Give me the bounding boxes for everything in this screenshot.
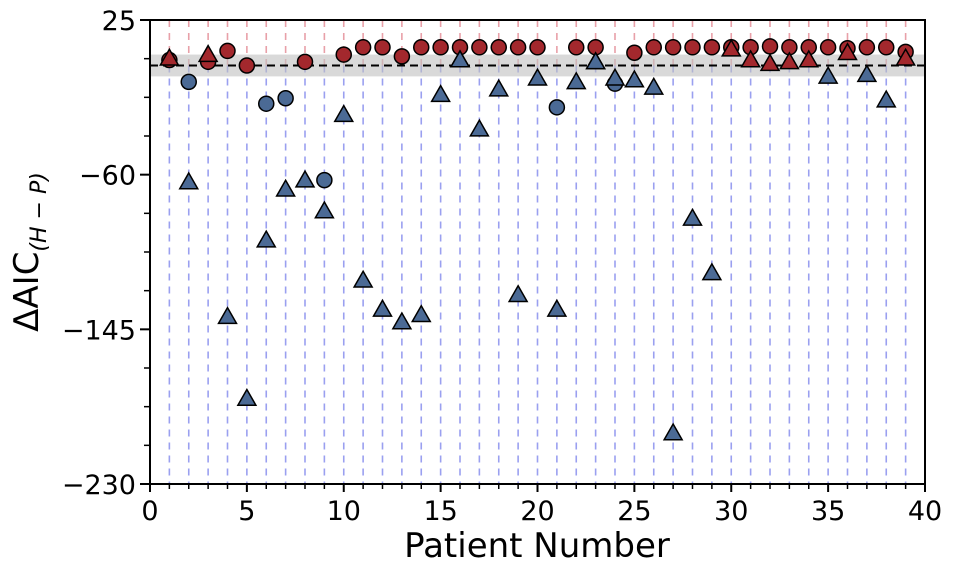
circle-point <box>858 39 876 56</box>
triangle-point <box>294 169 316 188</box>
circle-point <box>180 73 197 91</box>
x-tick-label: 25 <box>617 496 651 527</box>
triangle-point <box>197 44 219 63</box>
circle-point <box>529 39 546 56</box>
y-axis-label: ΔAIC(H − P) <box>7 172 52 332</box>
triangle-point <box>352 269 374 288</box>
triangle-point <box>682 207 703 226</box>
triangle-point <box>314 200 335 219</box>
circle-point <box>316 171 333 189</box>
triangle-point <box>817 65 839 84</box>
x-tick-label: 30 <box>714 496 748 527</box>
triangle-point <box>604 67 626 86</box>
data-points <box>159 38 916 441</box>
circle-point <box>490 39 507 56</box>
circle-point <box>878 39 895 56</box>
circle-point <box>509 39 527 56</box>
circle-point <box>664 39 682 56</box>
triangle-point <box>720 38 742 57</box>
circle-point <box>335 46 352 63</box>
triangle-point <box>275 178 296 197</box>
circle-point <box>296 53 314 71</box>
circle-point <box>432 39 449 56</box>
y-tick-label: −230 <box>62 470 136 501</box>
circle-point <box>238 57 256 74</box>
circle-point <box>413 39 430 56</box>
circle-point <box>568 39 585 56</box>
circle-point <box>548 99 566 116</box>
triangle-point <box>372 298 393 317</box>
x-tick-label: 15 <box>423 496 457 527</box>
triangle-point <box>507 284 529 303</box>
x-tick-label: 0 <box>141 496 158 527</box>
x-tick-label: 5 <box>238 496 255 527</box>
y-axis-label-group: ΔAIC(H − P) <box>7 172 52 332</box>
triangle-point <box>430 84 451 103</box>
x-tick-label: 40 <box>908 496 942 527</box>
triangle-point <box>178 171 200 190</box>
y-axis-label-main: ΔAIC <box>7 252 47 332</box>
y-tick-label: −60 <box>79 161 136 192</box>
triangle-point <box>837 42 858 61</box>
triangle-point <box>469 118 490 137</box>
circle-point <box>645 39 662 56</box>
x-tick-label: 35 <box>811 496 845 527</box>
x-axis-label: Patient Number <box>404 526 670 566</box>
triangle-point <box>546 298 568 317</box>
circle-point <box>703 39 721 56</box>
circle-point <box>374 39 391 56</box>
triangle-point <box>449 49 471 68</box>
triangle-point <box>527 67 548 86</box>
triangle-point <box>333 104 355 123</box>
tick-labels: 0 5 10 15 20 25 30 35 40 −230 −145 −60 25 <box>62 6 942 527</box>
triangle-point <box>488 78 510 97</box>
circle-point <box>393 48 411 65</box>
triangle-point <box>236 387 258 406</box>
circle-point <box>354 39 372 56</box>
triangle-point <box>643 76 665 95</box>
triangle-point <box>624 69 645 88</box>
circle-point <box>684 39 701 56</box>
circle-point <box>626 44 643 62</box>
triangle-point <box>759 53 781 72</box>
y-axis-label-subscript: (H − P) <box>27 172 52 251</box>
y-tick-label: −145 <box>62 315 136 346</box>
triangle-point <box>895 47 916 66</box>
triangle-point <box>798 49 820 68</box>
triangle-point <box>565 71 587 90</box>
circle-point <box>277 89 294 107</box>
circle-point <box>761 38 779 55</box>
x-tick-label: 10 <box>327 496 361 527</box>
triangle-point <box>662 422 684 441</box>
triangle-point <box>585 51 606 70</box>
triangle-point <box>217 306 238 325</box>
triangle-point <box>875 89 897 108</box>
vertical-guides <box>168 20 907 484</box>
x-tick-label: 20 <box>520 496 554 527</box>
triangle-point <box>856 64 878 83</box>
triangle-point <box>410 304 432 323</box>
triangle-point <box>740 49 761 68</box>
y-tick-label: 25 <box>102 6 136 37</box>
circle-point <box>258 95 275 112</box>
triangle-point <box>779 51 800 70</box>
triangle-point <box>159 47 180 66</box>
circle-point <box>819 39 837 56</box>
triangle-point <box>255 229 277 248</box>
triangle-point <box>701 262 723 281</box>
circle-point <box>219 42 236 60</box>
circle-point <box>471 39 488 56</box>
axes <box>140 19 926 492</box>
triangle-point <box>391 311 413 330</box>
